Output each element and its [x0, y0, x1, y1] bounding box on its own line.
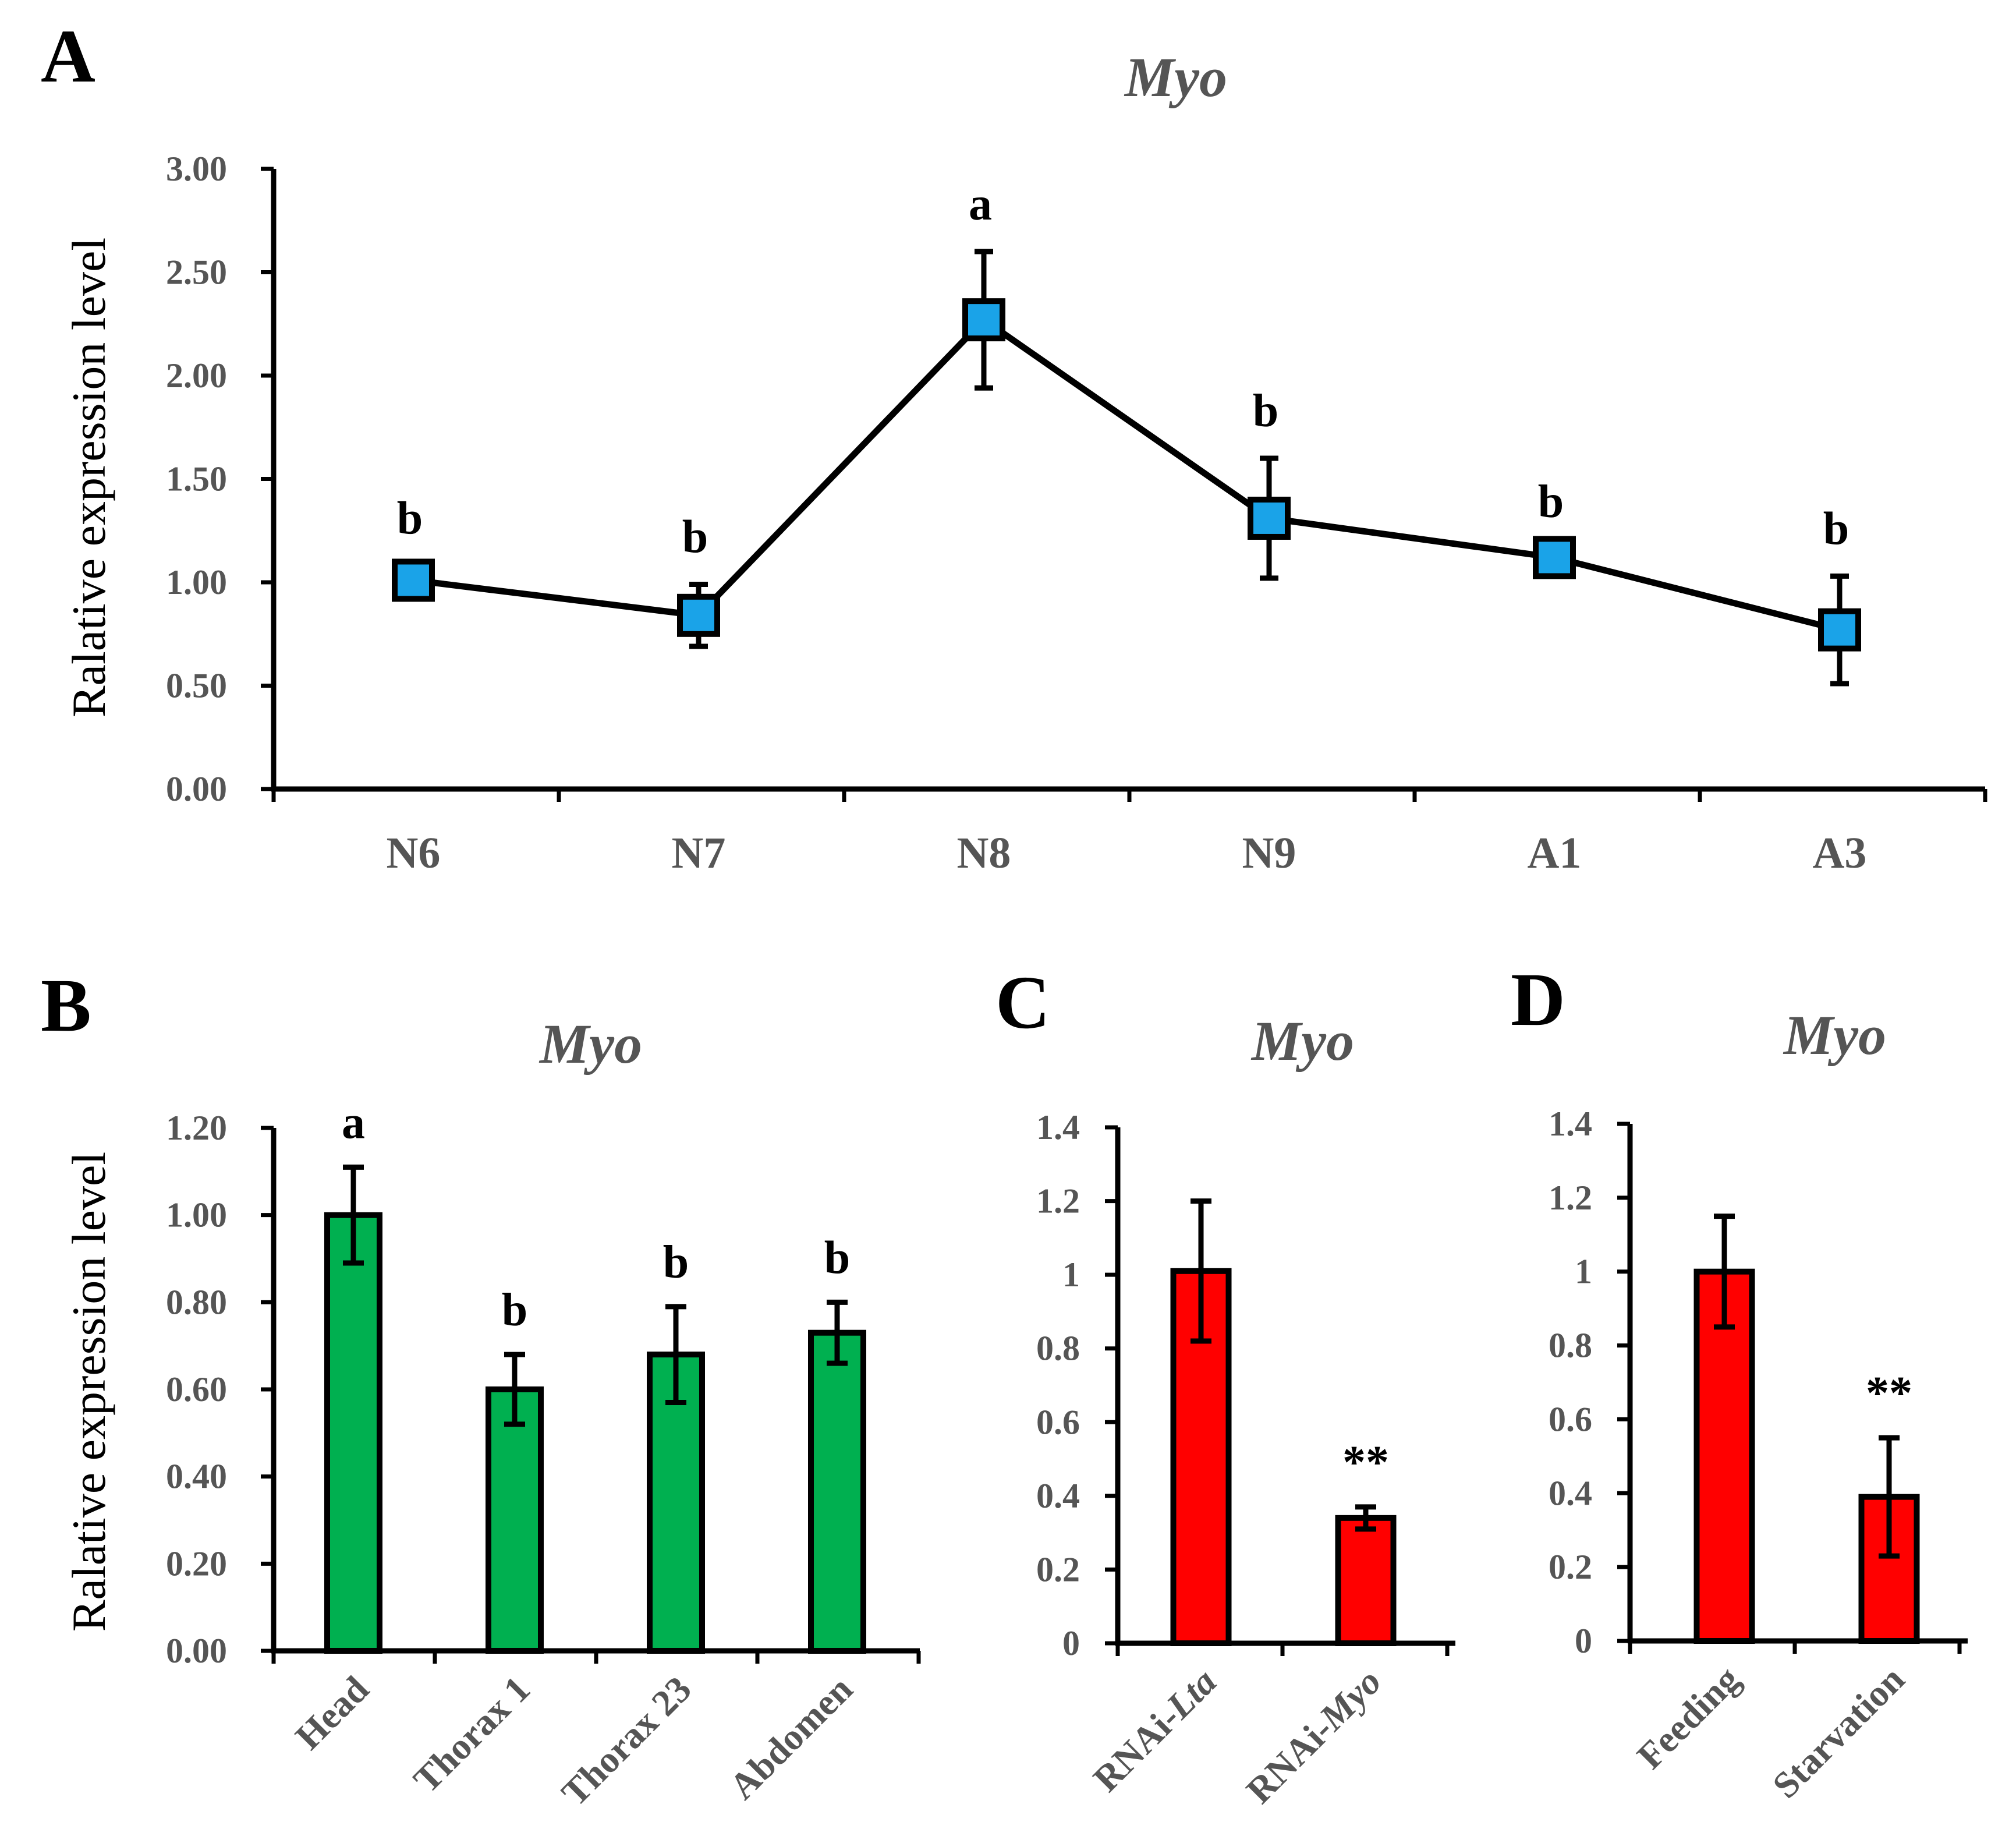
chart-title: Myo — [538, 1013, 642, 1075]
bar — [647, 1352, 705, 1654]
panel-a: A Myo Ralative expression level 0.00 0.50 1.0… — [41, 15, 1987, 878]
significance-marker: a — [342, 1097, 365, 1148]
y-axis-label: Ralative expression level — [62, 1152, 115, 1632]
y-tick-label: 0.6 — [1036, 1403, 1080, 1441]
y-tick-label: 1.00 — [166, 563, 227, 602]
x-tick-label-prefix: RNAi- — [1085, 1697, 1188, 1800]
y-tick-label: 1.4 — [1036, 1108, 1080, 1147]
y-tick-label: 0.4 — [1036, 1477, 1080, 1515]
y-tick-label: 0.20 — [166, 1544, 227, 1583]
panel-c: C Myo 0 0.2 0.4 0.6 0.8 1 1.2 1.4 RNAi-Lta ** RNAi-M… — [995, 961, 1455, 1812]
y-tick-label: 0.6 — [1549, 1400, 1592, 1438]
data-point — [962, 298, 1005, 342]
significance-letter: a — [969, 179, 992, 230]
x-tick-label: N7 — [672, 829, 726, 878]
bar — [324, 1212, 382, 1654]
y-tick-label: 2.50 — [166, 253, 227, 292]
significance-marker: b — [502, 1285, 528, 1336]
y-tick-label: 0 — [1062, 1624, 1080, 1662]
y-tick-label: 0.00 — [166, 1632, 227, 1670]
significance-marker: ** — [1866, 1368, 1912, 1419]
y-tick-label: 0.8 — [1549, 1326, 1592, 1365]
x-tick-label: Feeding — [1629, 1658, 1748, 1777]
y-tick-label: 0.40 — [166, 1458, 227, 1496]
data-point — [392, 558, 435, 602]
panel-letter: B — [41, 964, 91, 1048]
bar — [1335, 1515, 1397, 1647]
significance-letter: b — [682, 512, 708, 563]
y-tick-label: 0 — [1575, 1622, 1592, 1660]
x-tick-label: Thorax 23 — [554, 1668, 699, 1814]
x-tick-label: Abdomen — [721, 1668, 860, 1807]
chart-title: Myo — [1783, 1004, 1886, 1066]
x-tick-label: N6 — [387, 829, 441, 878]
x-tick-label: Thorax 1 — [405, 1668, 537, 1800]
y-tick-label: 3.00 — [166, 150, 227, 188]
significance-letter: b — [1823, 503, 1850, 554]
x-tick-label: RNAi-Lta — [1085, 1661, 1224, 1800]
y-tick-label: 0.8 — [1036, 1329, 1080, 1368]
significance-letter: b — [1253, 385, 1279, 437]
y-tick-label: 1.50 — [166, 460, 227, 498]
data-point — [1818, 608, 1861, 652]
x-tick-label: RNAi-Myo — [1238, 1661, 1389, 1812]
x-tick-label: N9 — [1242, 829, 1296, 878]
significance-marker: b — [663, 1237, 689, 1288]
series-line — [413, 316, 1841, 633]
x-tick-label: Starvation — [1765, 1658, 1912, 1806]
y-tick-label: 0.2 — [1036, 1550, 1080, 1589]
x-tick-label: A3 — [1813, 829, 1867, 878]
y-tick-label: 2.00 — [166, 356, 227, 395]
data-point — [1533, 536, 1576, 579]
y-tick-label: 0.50 — [166, 667, 227, 705]
bar — [808, 1329, 866, 1654]
significance-letter: b — [397, 493, 423, 544]
y-tick-label: 1.00 — [166, 1196, 227, 1234]
bar — [1693, 1268, 1755, 1644]
panel-letter: A — [41, 15, 95, 98]
x-tick-label: A1 — [1528, 829, 1582, 878]
x-tick-label-prefix: RNAi- — [1238, 1709, 1341, 1812]
y-tick-label: 0.2 — [1549, 1548, 1592, 1586]
panel-d: D Myo 0 0.2 0.4 0.6 0.8 1 1.2 1.4 Feeding ** Starvat… — [1511, 958, 1968, 1806]
chart-title: Myo — [1250, 1010, 1354, 1072]
y-axis-label: Ralative expression level — [62, 238, 115, 717]
y-tick-label: 0.4 — [1549, 1474, 1592, 1512]
data-point — [677, 593, 720, 637]
y-tick-label: 1.4 — [1549, 1105, 1592, 1143]
panel-b: B Myo Ralative expression level 0.00 0.20 0.4… — [41, 964, 921, 1814]
significance-marker: b — [824, 1232, 851, 1283]
y-tick-label: 1.2 — [1549, 1179, 1592, 1217]
y-tick-label: 0.80 — [166, 1283, 227, 1321]
bar — [486, 1386, 544, 1654]
y-tick-label: 1.2 — [1036, 1182, 1080, 1221]
x-tick-label: Head — [288, 1668, 377, 1757]
y-tick-label: 0.00 — [166, 770, 227, 808]
y-tick-label: 1 — [1575, 1253, 1592, 1291]
chart-title: Myo — [1124, 46, 1227, 108]
panel-letter: D — [1511, 958, 1565, 1042]
panel-letter: C — [995, 961, 1050, 1045]
y-tick-label: 1 — [1062, 1255, 1080, 1294]
data-point — [1248, 496, 1291, 540]
significance-letter: b — [1538, 476, 1564, 528]
y-tick-label: 0.60 — [166, 1370, 227, 1409]
significance-marker: ** — [1342, 1437, 1389, 1488]
x-tick-label: N8 — [957, 829, 1011, 878]
y-tick-label: 1.20 — [166, 1109, 227, 1147]
